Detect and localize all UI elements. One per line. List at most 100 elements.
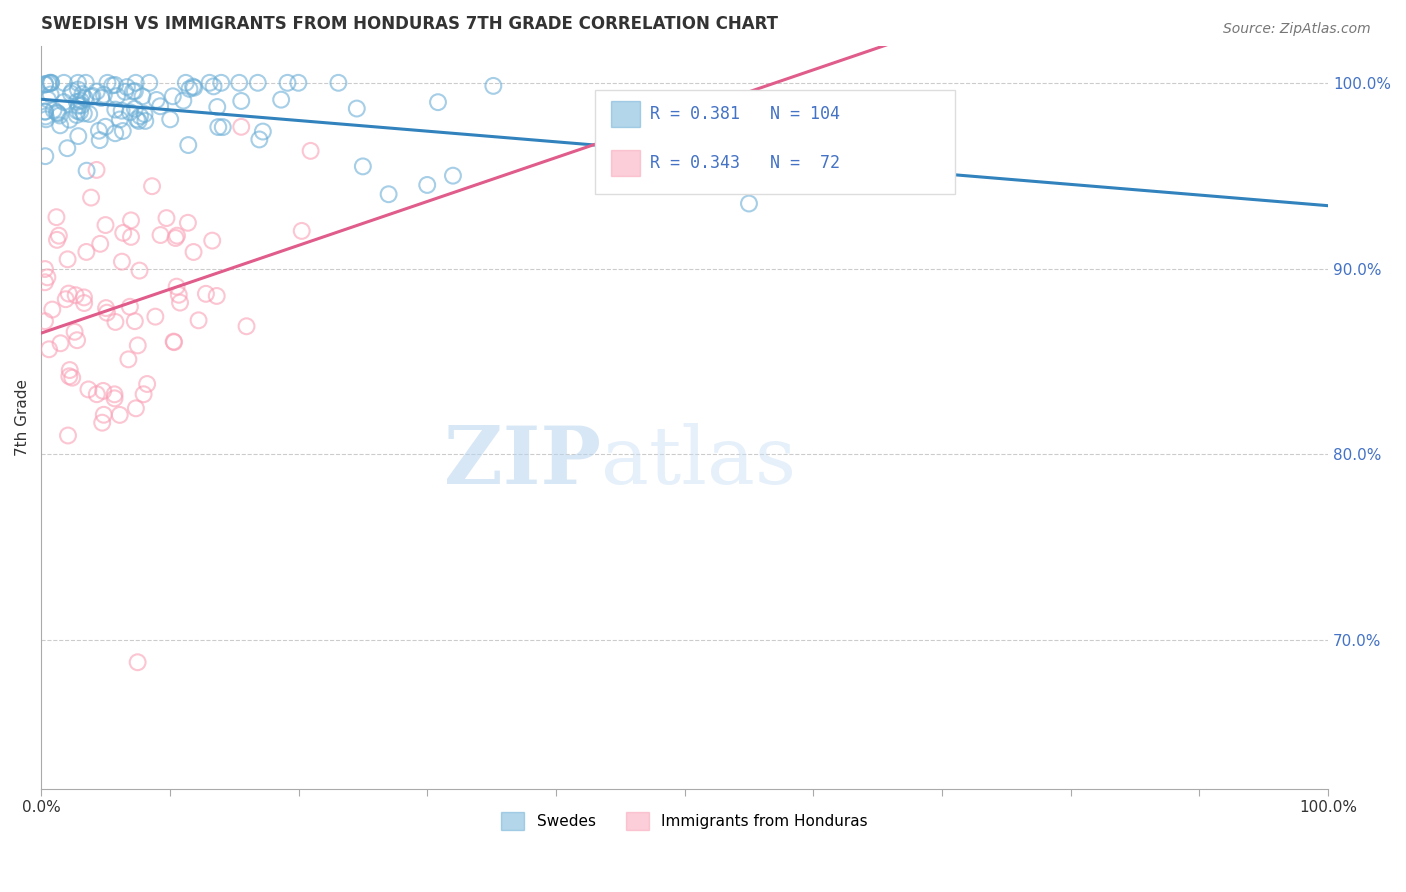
Point [183, 245, 205, 260]
Point [179, 82, 201, 96]
Point [124, 84, 146, 98]
Point [41, 302, 63, 317]
Point [166, 228, 188, 243]
Point [52, 76, 75, 90]
Point [96, 76, 118, 90]
Point [62, 84, 84, 98]
Point [228, 76, 250, 90]
Point [56, 428, 79, 442]
Point [75, 76, 97, 90]
Point [37, 93, 59, 107]
Point [159, 112, 181, 127]
Point [125, 112, 148, 127]
Point [115, 80, 138, 95]
Point [134, 107, 156, 121]
Point [127, 338, 149, 352]
Point [34, 110, 56, 124]
Point [90, 91, 112, 105]
Point [66, 103, 89, 118]
Point [235, 319, 257, 334]
Point [246, 76, 269, 90]
Point [77, 107, 100, 121]
Point [177, 216, 200, 230]
Point [194, 286, 217, 301]
Point [299, 144, 322, 158]
Point [86, 387, 108, 401]
Point [205, 289, 228, 303]
Point [104, 78, 127, 92]
Point [48, 228, 70, 243]
Point [46, 233, 69, 247]
Point [65, 288, 87, 302]
Point [427, 95, 450, 110]
Legend: Swedes, Immigrants from Honduras: Swedes, Immigrants from Honduras [495, 805, 875, 837]
Point [86, 85, 108, 99]
Point [89, 236, 111, 251]
Bar [612, 102, 640, 128]
Point [70, 98, 93, 112]
Point [118, 105, 141, 120]
Point [287, 76, 309, 90]
Point [86, 162, 108, 177]
Point [125, 401, 148, 416]
Point [66, 76, 89, 90]
Point [201, 234, 224, 248]
Point [38, 76, 60, 90]
Point [117, 352, 139, 367]
Point [231, 120, 253, 134]
Point [482, 78, 505, 93]
Point [112, 226, 135, 240]
Point [69, 94, 91, 108]
Text: Source: ZipAtlas.com: Source: ZipAtlas.com [1223, 22, 1371, 37]
Point [231, 94, 253, 108]
Point [103, 392, 125, 406]
Point [207, 120, 229, 134]
Point [252, 124, 274, 138]
Point [177, 138, 200, 153]
Point [416, 178, 439, 192]
Point [58, 286, 80, 301]
Point [346, 102, 368, 116]
Point [114, 85, 136, 99]
Point [104, 103, 127, 117]
Point [93, 408, 115, 422]
Point [82, 88, 104, 103]
Point [73, 296, 96, 310]
Point [181, 79, 204, 94]
Point [162, 334, 184, 349]
Point [441, 169, 464, 183]
Point [291, 224, 314, 238]
Point [169, 295, 191, 310]
Point [80, 90, 103, 104]
Point [124, 314, 146, 328]
Point [145, 93, 167, 107]
Point [73, 290, 96, 304]
Point [58, 369, 80, 384]
Point [72, 87, 94, 102]
Y-axis label: 7th Grade: 7th Grade [15, 378, 30, 456]
Point [136, 376, 159, 391]
Point [37, 77, 59, 91]
Point [34, 262, 56, 277]
Point [165, 231, 187, 245]
Point [73, 106, 96, 120]
Point [163, 335, 186, 350]
Point [104, 126, 127, 140]
Point [105, 89, 128, 103]
Point [45, 210, 67, 224]
Point [73, 91, 96, 105]
Point [52, 95, 75, 109]
Point [69, 104, 91, 119]
Text: R = 0.381   N = 104: R = 0.381 N = 104 [650, 105, 839, 123]
Point [198, 76, 221, 90]
Point [87, 124, 110, 138]
Point [76, 163, 98, 178]
Point [167, 287, 190, 301]
Point [172, 94, 194, 108]
Point [124, 102, 146, 116]
Point [138, 76, 160, 90]
Text: SWEDISH VS IMMIGRANTS FROM HONDURAS 7TH GRADE CORRELATION CHART: SWEDISH VS IMMIGRANTS FROM HONDURAS 7TH … [41, 15, 778, 33]
Point [96, 306, 118, 320]
Point [91, 384, 114, 398]
Point [352, 160, 374, 174]
